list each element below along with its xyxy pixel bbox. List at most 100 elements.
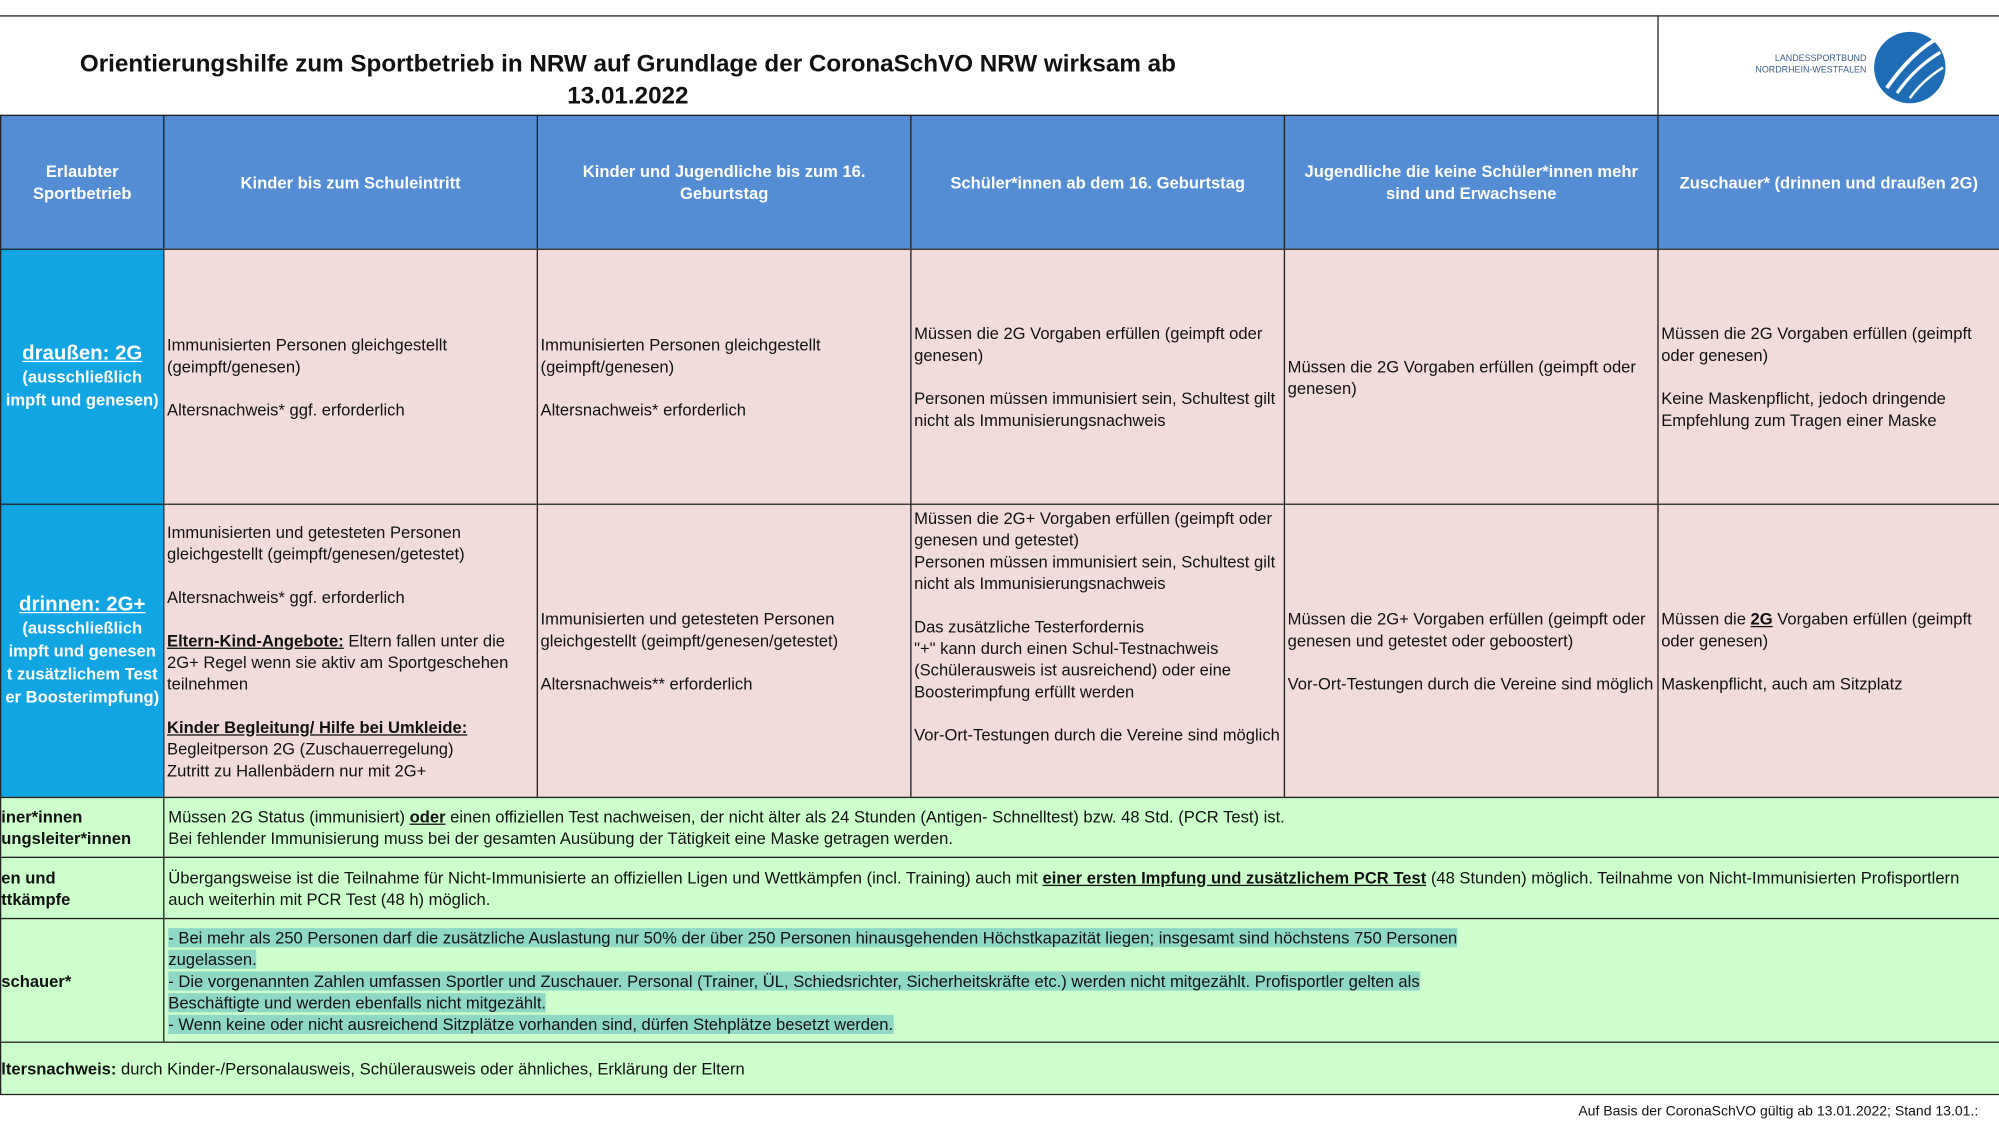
note-text: Müssen 2G Status (immunisiert) oder eine… [163,796,1999,859]
text: Keine Maskenpflicht, jedoch dringende Em… [1661,388,1946,430]
row-label-line: drinnen: 2G+ [19,593,146,616]
text-line: Kinder Begleitung/ Hilfe bei Umkleide: [167,716,534,738]
text-line: Müssen die 2G Vorgaben erfüllen (geimpft… [1661,607,1996,650]
logo-text: LANDESSPORTBUND NORDRHEIN-WESTFALEN [1734,54,1866,77]
title-date: 13.01.2022 [567,82,689,110]
note-label: iner*innen ungsleiter*innen [0,796,165,859]
title: Orientierungshilfe zum Sportbetrieb in N… [79,50,1176,78]
emphasis: Eltern-Kind-Angebote: [167,630,344,650]
text-line: ltersnachweis: durch Kinder-/Personalaus… [1,1058,1995,1080]
text-line: - Wenn keine oder nicht ausreichend Sitz… [168,1013,1476,1035]
paragraph: Müssen die 2G Vorgaben erfüllen (geimpft… [1288,355,1655,398]
column-header: Kinder bis zum Schuleintritt [163,114,539,250]
row-label-line: impft und genesen) [5,389,159,409]
logo-circle [1874,31,1946,104]
text: Müssen die 2G Vorgaben erfüllen (geimpft… [914,323,1263,365]
text: Müssen die [1661,608,1751,628]
logo-swoosh [1885,37,1937,90]
text: Altersnachweis* ggf. erforderlich [167,399,405,419]
column-header: Jugendliche die keine Schüler*innen mehr… [1283,114,1659,250]
text-line: Immunisierten Personen gleichgestellt (g… [541,333,908,376]
text: Müssen die 2G Vorgaben erfüllen (geimpft… [1287,356,1636,398]
text: Altersnachweis** erforderlich [540,673,753,693]
text: Vor-Ort-Testungen durch die Vereine sind… [1287,673,1654,693]
cell: Müssen die 2G+ Vorgaben erfüllen (geimpf… [1283,503,1659,799]
text: Immunisierten und getesteten Personen gl… [167,522,465,563]
text-line: Immunisierten und getesteten Personen gl… [541,607,908,650]
text-line: Immunisierten Personen gleichgestellt (g… [167,333,534,376]
note-label-line: ungsleiter*innen [1,828,132,848]
text-line: Müssen die 2G+ Vorgaben erfüllen (geimpf… [1288,607,1655,650]
note-label-line: iner*innen [1,807,83,827]
text-line: Vor-Ort-Testungen durch die Vereine sind… [1288,673,1655,695]
paragraph: Immunisierten Personen gleichgestellt (g… [541,333,908,376]
paragraph: Altersnachweis* ggf. erforderlich [167,398,534,420]
paragraph: Müssen die 2G+ Vorgaben erfüllen (geimpf… [1288,607,1655,650]
footnote: ltersnachweis: durch Kinder-/Personalaus… [0,1041,1999,1096]
cell: Müssen die 2G Vorgaben erfüllen (geimpft… [1657,248,1999,505]
text: - Bei mehr als 250 Personen darf die zus… [168,927,1458,969]
emphasis: einer ersten Impfung und zusätzlichem PC… [1042,867,1427,887]
text: - Wenn keine oder nicht ausreichend Sitz… [168,1014,894,1034]
column-header: Erlaubter Sportbetrieb [0,114,165,250]
text-line: Personen müssen immunisiert sein, Schult… [914,388,1281,431]
cell: Müssen die 2G Vorgaben erfüllen (geimpft… [1657,503,1999,799]
logo-swoosh [1895,50,1942,94]
text-line: Altersnachweis** erforderlich [541,673,908,695]
paragraph: Altersnachweis* erforderlich [541,398,908,420]
text: Eltern fallen unter die 2G+ Regel wenn s… [167,630,509,693]
row-label-line: (ausschließlich [22,366,143,386]
emphasis: 2G [1750,608,1773,628]
text: Altersnachweis* ggf. erforderlich [167,587,405,607]
text: Personen müssen immunisiert sein, Schult… [914,552,1276,593]
paragraph: Altersnachweis* ggf. erforderlich [167,586,534,608]
note-text: Übergangsweise ist die Teilnahme für Nic… [163,856,1999,920]
text: "+" kann durch einen Schul-Testnachweis … [914,638,1232,702]
text: durch Kinder-/Personalausweis, Schülerau… [116,1058,745,1078]
text: Müssen 2G Status (immunisiert) [168,807,410,827]
paragraph: Müssen die 2G Vorgaben erfüllen (geimpft… [1661,323,1996,366]
paragraph: Eltern-Kind-Angebote: Eltern fallen unte… [167,629,534,694]
text: Müssen die 2G Vorgaben erfüllen (geimpft… [1661,323,1972,365]
note-label: en und ttkämpfe [0,856,165,920]
text: Altersnachweis* erforderlich [540,399,746,419]
row-label: drinnen: 2G+ (ausschließlich impft und gen… [0,503,165,799]
text-line: "+" kann durch einen Schul-Testnachweis … [914,637,1281,702]
paragraph: Kinder Begleitung/ Hilfe bei Umkleide: Be… [167,716,534,781]
text: (48 Stunden) möglich. Teilnahme von Nich… [168,867,1960,909]
emphasis: oder [409,807,446,827]
cell: Immunisierten Personen gleichgestellt (g… [536,248,912,505]
text-line: Vor-Ort-Testungen durch die Vereine sind… [914,724,1281,746]
text: Zutritt zu Hallenbädern nur mit 2G+ [167,760,427,780]
row-label: draußen: 2G (ausschließlich impft und gene… [0,248,165,505]
text-line: Altersnachweis* erforderlich [541,398,908,420]
paragraph: Vor-Ort-Testungen durch die Vereine sind… [1288,673,1655,695]
top-rule [0,15,1999,17]
paragraph: Keine Maskenpflicht, jedoch dringende Em… [1661,388,1996,431]
text-line: Das zusätzliche Testerfordernis [914,616,1281,638]
text-line: Eltern-Kind-Angebote: Eltern fallen unte… [167,629,534,694]
column-header: Kinder und Jugendliche bis zum 16. Gebur… [536,114,912,250]
row-label-line: t zusätzlichem Test [6,663,158,683]
note-label-line: schauer* [1,970,72,990]
note-label-line: en und [1,867,56,887]
text: einen offiziellen Test nachweisen, der n… [445,807,1285,827]
paragraph: Maskenpflicht, auch am Sitzplatz [1661,673,1996,695]
column-header: Schüler*innen ab dem 16. Geburtstag [910,114,1286,250]
text: Immunisierten Personen gleichgestellt (g… [540,334,821,376]
text-line: - Die vorgenannten Zahlen umfassen Sport… [168,970,1476,1013]
footer: Auf Basis der CoronaSchVO gültig ab 13.0… [1578,1104,1979,1120]
text-line: Müssen die 2G+ Vorgaben erfüllen (geimpf… [914,507,1281,550]
paragraph: Müssen die 2G+ Vorgaben erfüllen (geimpf… [914,507,1281,594]
note-label-line: ttkämpfe [1,889,71,909]
text: - Die vorgenannten Zahlen umfassen Sport… [168,970,1420,1012]
logo-divider [1657,15,1659,115]
text-line: - Bei mehr als 250 Personen darf die zus… [168,926,1476,969]
paragraph: Immunisierten Personen gleichgestellt (g… [167,333,534,376]
bold-text: ltersnachweis: [1,1058,117,1078]
text-line: Müssen die 2G Vorgaben erfüllen (geimpft… [914,323,1281,366]
cell: Müssen die 2G Vorgaben erfüllen (geimpft… [910,248,1286,505]
paragraph: Müssen die 2G Vorgaben erfüllen (geimpft… [1661,607,1996,650]
cell: Immunisierten Personen gleichgestellt (g… [163,248,539,505]
